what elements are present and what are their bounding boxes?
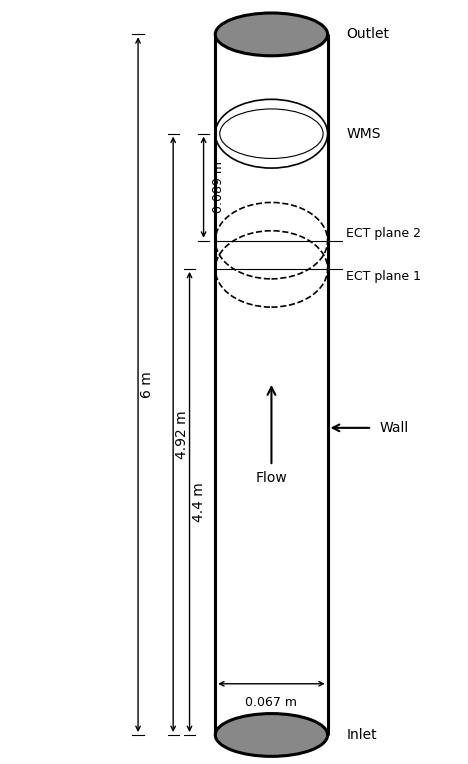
Text: Outlet: Outlet [346,28,389,41]
Text: Wall: Wall [379,421,409,435]
Text: ECT plane 2: ECT plane 2 [346,226,421,240]
Text: 4.4 m: 4.4 m [192,482,206,522]
Text: 4.92 m: 4.92 m [176,410,190,458]
Ellipse shape [215,13,328,56]
Text: Flow: Flow [256,471,287,484]
Text: 6 m: 6 m [140,371,154,398]
Text: WMS: WMS [346,127,381,141]
Text: 0.089 m: 0.089 m [212,161,225,213]
Text: ECT plane 1: ECT plane 1 [346,270,421,283]
Ellipse shape [215,714,328,756]
Text: 0.067 m: 0.067 m [245,696,298,710]
Text: Inlet: Inlet [346,728,377,742]
